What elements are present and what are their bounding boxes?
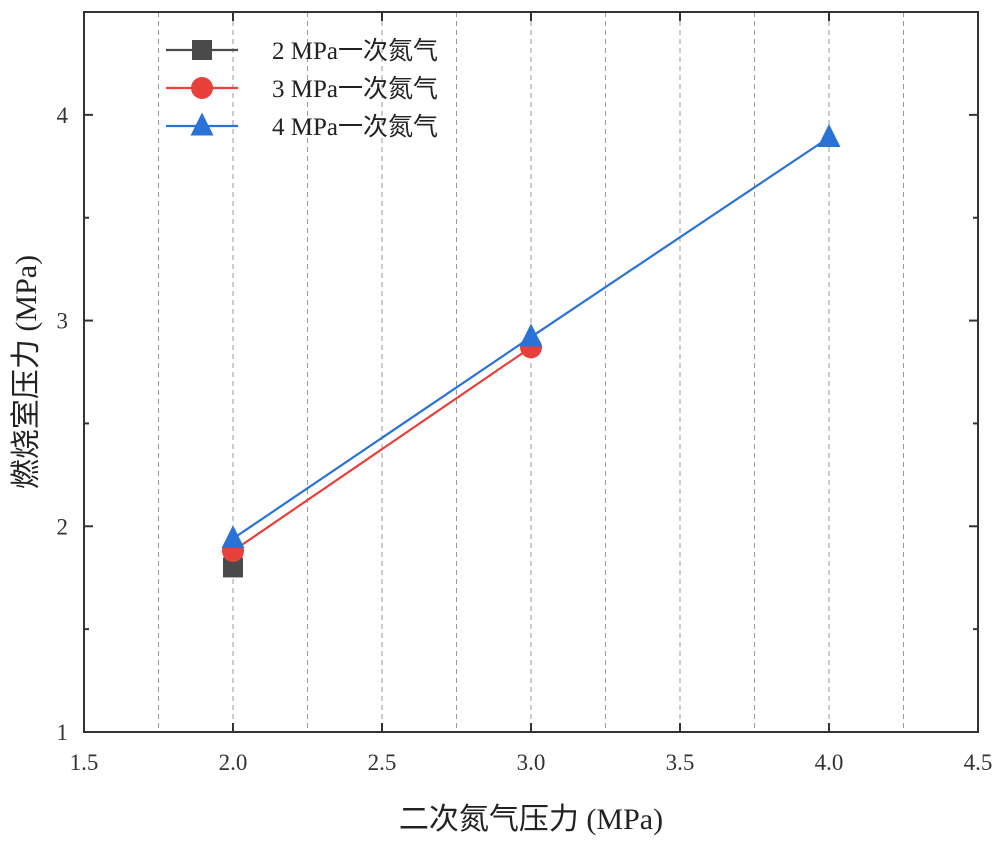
x-tick-label: 4.5 xyxy=(964,750,993,775)
legend-label: 3 MPa一次氮气 xyxy=(272,75,438,103)
x-tick-label: 4.0 xyxy=(815,750,844,775)
x-tick-label: 2.0 xyxy=(219,750,248,775)
y-axis-title: 燃烧室压力 (MPa) xyxy=(10,255,43,489)
legend: 2 MPa一次氮气 3 MPa一次氮气 4 MPa一次氮气 xyxy=(166,37,438,141)
legend-label: 2 MPa一次氮气 xyxy=(272,37,438,65)
grid-lines xyxy=(158,12,904,732)
data-point-triangle xyxy=(190,112,214,136)
y-tick-label: 2 xyxy=(57,514,69,539)
data-point-circle xyxy=(191,77,213,99)
legend-label: 4 MPa一次氮气 xyxy=(272,113,438,141)
x-tick-label: 3.5 xyxy=(666,750,695,775)
x-tick-label: 3.0 xyxy=(517,750,546,775)
y-tick-label: 1 xyxy=(57,720,69,745)
x-axis-title: 二次氮气压力 (MPa) xyxy=(399,803,663,836)
series-group xyxy=(221,123,841,578)
y-tick-label: 4 xyxy=(57,103,69,128)
data-point-triangle xyxy=(817,123,841,147)
data-point-triangle xyxy=(221,525,245,549)
x-tick-label: 2.5 xyxy=(368,750,397,775)
axis-ticks: 1.5 2.0 2.5 3.0 3.5 4.0 4.5 1 2 3 4 xyxy=(57,11,993,775)
data-point-square xyxy=(192,40,212,60)
x-tick-label: 1.5 xyxy=(70,750,99,775)
data-point-triangle xyxy=(519,323,543,347)
series-line xyxy=(232,346,532,552)
data-point-square xyxy=(223,557,243,578)
y-tick-label: 3 xyxy=(57,309,69,334)
